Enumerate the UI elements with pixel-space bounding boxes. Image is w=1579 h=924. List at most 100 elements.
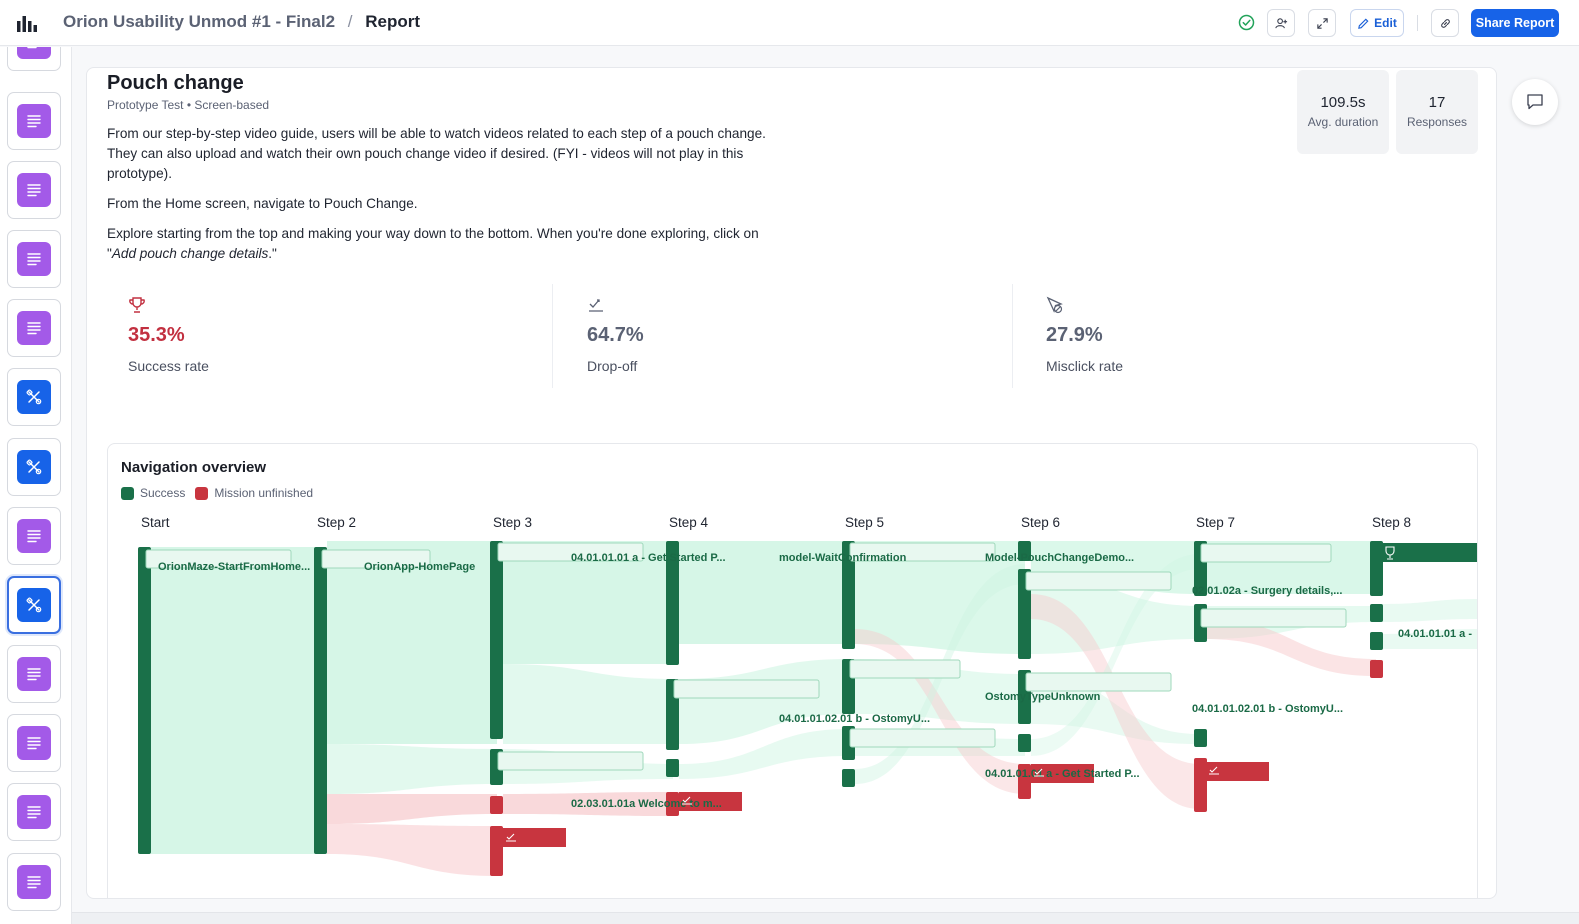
- screen-thumbnail: [1025, 672, 1172, 692]
- lines-icon: [17, 726, 51, 760]
- avg-duration-value: 109.5s: [1320, 94, 1366, 111]
- flow-node: [490, 826, 503, 876]
- drop-off-label: Drop-off: [587, 358, 638, 374]
- flow-link: [855, 541, 1025, 654]
- flow-link: [327, 744, 497, 794]
- step-label: Step 4: [669, 515, 709, 530]
- drop-off-bar: [503, 828, 566, 847]
- screen-thumbnail: [849, 542, 996, 562]
- edit-label: Edit: [1374, 16, 1397, 30]
- step-label: Step 8: [1372, 515, 1411, 530]
- expand-button[interactable]: [1308, 9, 1336, 37]
- drop-off-icon: [1209, 766, 1219, 775]
- lines-icon: [17, 795, 51, 829]
- sidebar-block-thumbnail[interactable]: [7, 161, 61, 219]
- flow-node: [1018, 764, 1031, 799]
- screen-thumbnail: [145, 549, 292, 569]
- success-rate-value: 35.3%: [128, 324, 185, 346]
- sidebar-block-thumbnail[interactable]: [7, 230, 61, 288]
- task-subtitle: Prototype Test • Screen-based: [107, 98, 270, 112]
- sidebar-block-thumbnail[interactable]: [7, 783, 61, 841]
- description-paragraph: Explore starting from the top and making…: [107, 224, 777, 264]
- success-bar: [1382, 543, 1477, 562]
- screen-thumbnail: [673, 679, 820, 699]
- lines-icon: [17, 311, 51, 345]
- share-report-button[interactable]: Share Report: [1471, 9, 1559, 37]
- block-sidebar: [0, 47, 72, 924]
- flow-link: [327, 794, 497, 824]
- flow-node: [842, 541, 855, 649]
- edit-button[interactable]: Edit: [1350, 9, 1404, 37]
- sidebar-block-thumbnail[interactable]: [7, 299, 61, 357]
- comment-icon: [1527, 94, 1543, 110]
- responses-value: 17: [1428, 94, 1446, 111]
- drop-off-icon: [1034, 768, 1044, 777]
- step-label: Step 5: [845, 515, 884, 530]
- node-label: OrionApp-HomePage: [364, 561, 475, 573]
- flow-node: [666, 541, 679, 665]
- copy-link-button[interactable]: [1431, 9, 1459, 37]
- sidebar-block-thumbnail[interactable]: [7, 368, 61, 426]
- description-paragraph: From our step-by-step video guide, users…: [107, 126, 766, 181]
- node-label: model-WaitConfirmation: [779, 552, 907, 564]
- drop-off-bar: [1031, 764, 1094, 783]
- step-label: Step 3: [493, 515, 532, 530]
- avg-duration-label: Avg. duration: [1307, 115, 1379, 129]
- metric-divider: [1012, 284, 1013, 388]
- breadcrumb: Orion Usability Unmod #1 - Final2 / Repo…: [63, 12, 420, 32]
- flow-node: [1370, 660, 1383, 678]
- logo-icon[interactable]: [16, 13, 38, 33]
- drop-off-bar: [1206, 762, 1269, 781]
- description-paragraph: From the Home screen, navigate to Pouch …: [107, 196, 418, 211]
- trophy-icon: [129, 297, 145, 313]
- navigation-overview-title: Navigation overview: [121, 459, 267, 476]
- node-label: 04.01.01.01 a -: [1398, 628, 1472, 640]
- step-label: Start: [141, 515, 170, 530]
- navigation-sankey-chart: Start Step 2 Step 3 Step 4 Step 5 Step 6 Step …: [138, 515, 1477, 876]
- screen-thumbnail: [1200, 608, 1347, 628]
- success-rate-label: Success rate: [128, 358, 209, 374]
- sidebar-block-thumbnail[interactable]: [7, 853, 61, 911]
- flow-link: [1382, 599, 1477, 622]
- step-label: Step 7: [1196, 515, 1235, 530]
- sidebar-block-thumbnail[interactable]: [7, 438, 61, 496]
- tools-icon: [17, 450, 51, 484]
- step-label: Step 6: [1021, 515, 1060, 530]
- sidebar-block-thumbnail[interactable]: [7, 714, 61, 772]
- lines-icon: [17, 657, 51, 691]
- breadcrumb-separator: /: [347, 12, 353, 31]
- flow-node: [314, 547, 327, 854]
- tools-icon: [17, 588, 51, 622]
- trophy-icon: [1385, 546, 1395, 560]
- lines-icon: [17, 47, 51, 59]
- drop-off-icon: [589, 299, 603, 312]
- screen-thumbnail: [1025, 571, 1172, 591]
- top-bar: Orion Usability Unmod #1 - Final2 / Repo…: [0, 0, 1579, 46]
- flow-node: [1194, 758, 1207, 812]
- flow-link: [679, 541, 849, 644]
- flow-link: [1031, 594, 1200, 809]
- lines-icon: [17, 104, 51, 138]
- sidebar-block-thumbnail[interactable]: [7, 645, 61, 703]
- flow-node: [1018, 541, 1031, 561]
- pencil-icon: [1358, 18, 1369, 29]
- lines-icon: [17, 519, 51, 553]
- invite-user-button[interactable]: [1267, 9, 1295, 37]
- node-label: 04.01.01.01 a - Get Started P...: [985, 768, 1140, 780]
- sidebar-block-thumbnail[interactable]: [7, 92, 61, 150]
- flow-link: [1206, 619, 1376, 676]
- sidebar-block-thumbnail[interactable]: [7, 47, 61, 71]
- sidebar-block-thumbnail[interactable]: [7, 507, 61, 565]
- flow-link: [503, 541, 673, 664]
- sidebar-block-thumbnail[interactable]: [7, 576, 61, 634]
- screen-thumbnail: [321, 549, 431, 569]
- flow-link: [1382, 629, 1477, 649]
- drop-off-bar: [679, 792, 742, 811]
- breadcrumb-project[interactable]: Orion Usability Unmod #1 - Final2: [63, 12, 336, 31]
- navigation-legend: Success Mission unfinished: [121, 486, 313, 500]
- comments-button[interactable]: [1512, 79, 1558, 125]
- node-label: Model-PouchChangeDemo...: [985, 552, 1134, 564]
- node-label: OrionMaze-StartFromHome...: [158, 561, 310, 573]
- node-label: 04.01.01.02.01 b - OstomyU...: [1192, 703, 1343, 715]
- screen-thumbnail: [1200, 543, 1332, 563]
